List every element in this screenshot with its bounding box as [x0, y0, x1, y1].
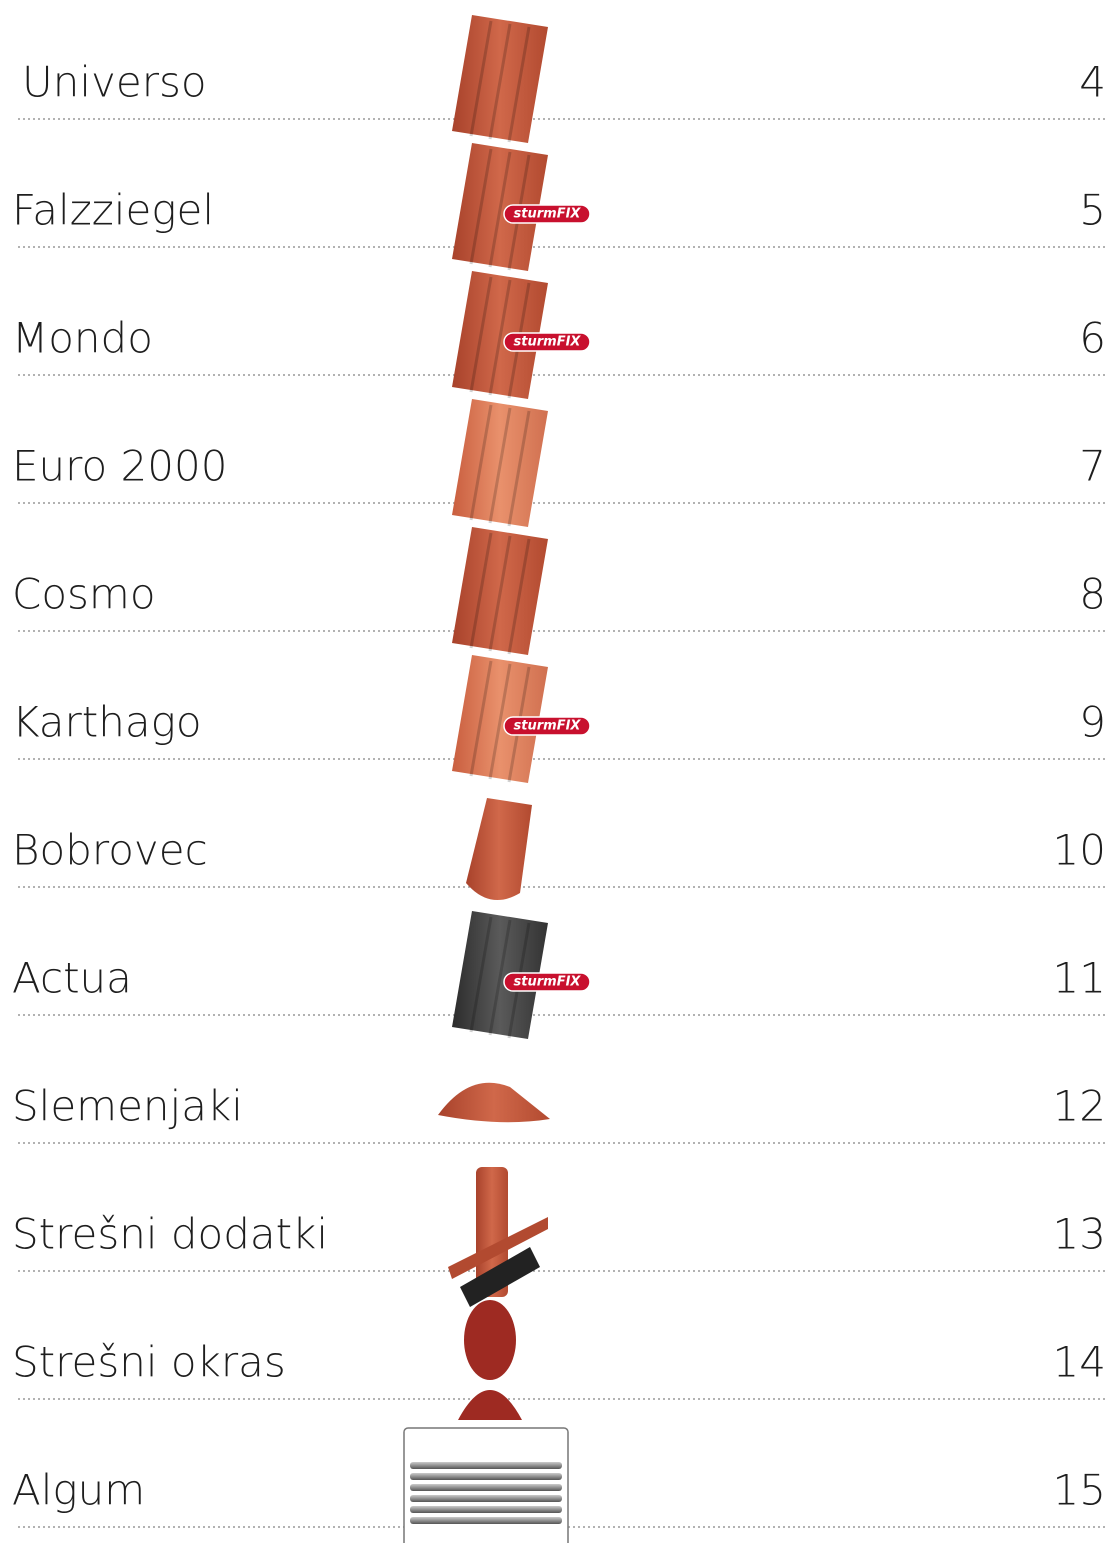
page-number: 7	[1079, 442, 1106, 491]
product-image	[466, 798, 532, 900]
item-label: Strešni okras	[12, 1338, 286, 1387]
item-label: Actua	[12, 954, 132, 1003]
item-label: Mondo	[12, 314, 153, 363]
product-image	[438, 1083, 550, 1122]
product-image	[458, 1300, 522, 1420]
algum-row	[410, 1462, 562, 1469]
badge-text: sturmFIX	[514, 335, 582, 350]
page-number: 6	[1079, 314, 1106, 363]
page-number: 14	[1053, 1338, 1106, 1387]
algum-row	[410, 1473, 562, 1480]
product-image	[452, 399, 548, 527]
algum-row	[410, 1484, 562, 1491]
algum-row	[410, 1517, 562, 1524]
badge-text: sturmFIX	[514, 719, 582, 734]
page-number: 12	[1053, 1082, 1106, 1131]
badge-text: sturmFIX	[514, 975, 582, 990]
item-label: Algum	[12, 1466, 145, 1515]
page-number: 8	[1079, 570, 1106, 619]
item-label: Karthago	[12, 698, 202, 747]
page-number: 4	[1079, 58, 1106, 107]
ridge-tile	[438, 1083, 550, 1122]
table-of-contents: Universo 4 sturmFIX Falzziegel 5 sturmFIX Mond…	[0, 0, 1113, 1543]
badge-text: sturmFIX	[514, 207, 582, 222]
tile-shape	[466, 798, 532, 900]
algum-row	[410, 1495, 562, 1502]
page-number: 5	[1079, 186, 1106, 235]
product-image	[452, 15, 548, 143]
item-label: Euro 2000	[12, 442, 227, 491]
item-label: Slemenjaki	[12, 1082, 243, 1131]
item-label: Strešni dodatki	[12, 1210, 328, 1259]
page-number: 9	[1079, 698, 1106, 747]
algum-row	[410, 1506, 562, 1513]
finial	[464, 1300, 516, 1380]
finial-base	[458, 1390, 522, 1420]
item-label: Cosmo	[12, 570, 156, 619]
item-label: Falzziegel	[12, 186, 214, 235]
item-label: Bobrovec	[12, 826, 208, 875]
page-number: 15	[1053, 1466, 1106, 1515]
page: Universo 4 sturmFIX Falzziegel 5 sturmFIX Mond…	[0, 0, 1113, 1543]
page-number: 13	[1053, 1210, 1106, 1259]
page-number: 11	[1053, 954, 1106, 1003]
product-image	[404, 1428, 568, 1543]
product-image	[448, 1167, 548, 1307]
page-number: 10	[1053, 826, 1106, 875]
item-label: Universo	[22, 58, 207, 107]
product-image	[452, 527, 548, 655]
